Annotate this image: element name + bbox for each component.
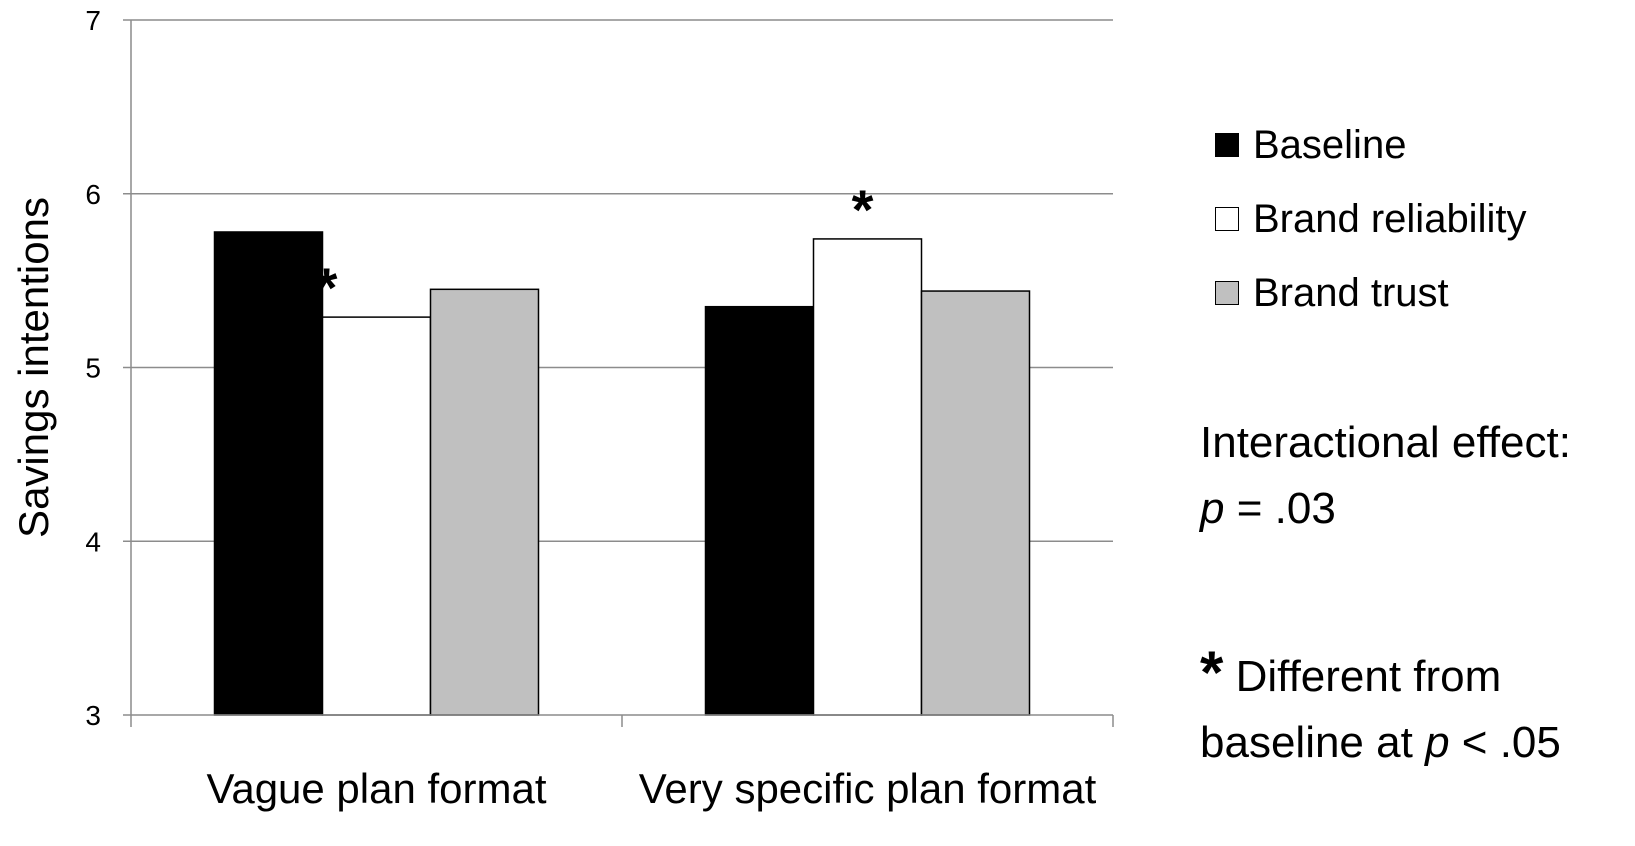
p-value: = .03 <box>1224 484 1336 533</box>
significance-note-line1: * Different from <box>1200 640 1561 710</box>
significance-text: Different from <box>1223 652 1502 701</box>
asterisk-annotation: * <box>852 178 874 241</box>
legend-swatch-brand-trust <box>1215 281 1239 305</box>
p-symbol: p <box>1200 484 1225 533</box>
bar-brand-reliability <box>812 238 923 716</box>
legend-item-brand-trust: Brand trust <box>1215 256 1526 330</box>
y-tick-label: 3 <box>85 700 101 731</box>
labels: 3 4 5 6 7 Vague plan format Very specific plan… <box>10 5 1097 812</box>
y-tick-label: 4 <box>85 526 101 557</box>
axes <box>123 19 1114 727</box>
bar-brand-reliability <box>321 316 432 716</box>
asterisk-icon: * <box>1200 639 1224 706</box>
significance-threshold: < .05 <box>1449 718 1561 767</box>
p-symbol: p <box>1425 718 1450 767</box>
y-tick-label: 6 <box>85 179 101 210</box>
x-category-label: Vague plan format <box>206 765 546 812</box>
legend-item-brand-reliability: Brand reliability <box>1215 182 1526 256</box>
legend-item-baseline: Baseline <box>1215 108 1526 182</box>
bars <box>213 231 1031 716</box>
significance-note: * Different from baseline at p < .05 <box>1200 640 1561 776</box>
bar-brand-trust <box>920 290 1031 716</box>
significance-note-line2: baseline at p < .05 <box>1200 710 1561 776</box>
bar-brand-trust <box>429 288 540 716</box>
legend-label: Brand reliability <box>1253 196 1527 241</box>
legend-swatch-baseline <box>1215 133 1239 157</box>
bar-baseline <box>213 231 324 716</box>
y-tick-label: 5 <box>85 353 101 384</box>
legend-label: Brand trust <box>1253 270 1449 315</box>
legend-label: Baseline <box>1253 122 1407 167</box>
asterisk-annotation: * <box>316 256 338 319</box>
y-tick-label: 7 <box>85 5 101 36</box>
x-category-label: Very specific plan format <box>639 765 1097 812</box>
legend: Baseline Brand reliability Brand trust <box>1215 108 1526 330</box>
bar-baseline <box>704 305 815 716</box>
interaction-note: Interactional effect: p = .03 <box>1200 410 1571 542</box>
interaction-note-line1: Interactional effect: <box>1200 418 1571 467</box>
interaction-note-line2: p = .03 <box>1200 476 1571 542</box>
y-axis-title: Savings intentions <box>10 197 57 538</box>
significance-prefix: baseline at <box>1200 718 1426 767</box>
legend-swatch-brand-reliability <box>1215 207 1239 231</box>
